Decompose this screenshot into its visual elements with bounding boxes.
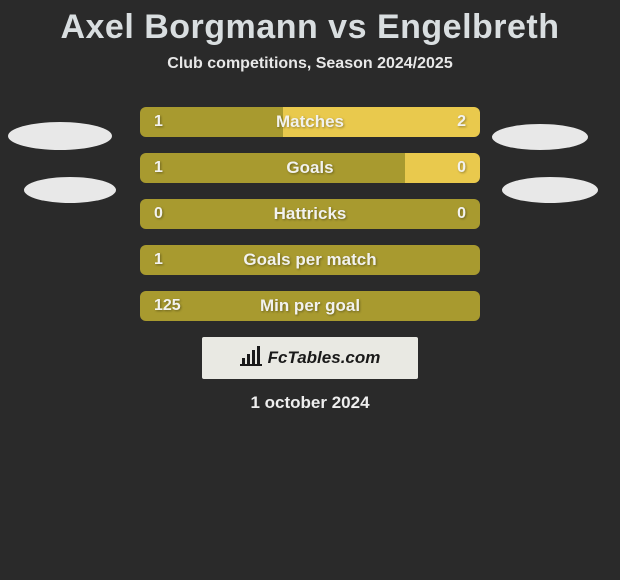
stat-bar-left	[140, 153, 405, 183]
stat-bar-left	[140, 199, 480, 229]
stat-bar-right	[283, 107, 480, 137]
decorative-ellipse	[502, 177, 598, 203]
stat-bar-left-value: 125	[154, 297, 181, 315]
logo-text: FcTables.com	[268, 348, 381, 368]
stat-bar-left-value: 1	[154, 159, 163, 177]
comparison-title: Axel Borgmann vs Engelbreth	[0, 0, 620, 47]
stat-bar-row: Goals10	[140, 153, 480, 183]
stat-bar-left	[140, 245, 480, 275]
stat-bar-row: Hattricks00	[140, 199, 480, 229]
stat-bar-row: Goals per match1	[140, 245, 480, 275]
stat-bar-row: Min per goal125	[140, 291, 480, 321]
stat-bar-row: Matches12	[140, 107, 480, 137]
stat-bar-left	[140, 291, 480, 321]
comparison-subtitle: Club competitions, Season 2024/2025	[0, 55, 620, 73]
decorative-ellipse	[24, 177, 116, 203]
stat-bar-right-value: 0	[457, 205, 466, 223]
decorative-ellipse	[492, 124, 588, 150]
decorative-ellipse	[8, 122, 112, 150]
stat-bar-right-value: 2	[457, 113, 466, 131]
stat-bar-right	[405, 153, 480, 183]
stat-bar-left-value: 1	[154, 251, 163, 269]
logo-box: FcTables.com	[202, 337, 418, 379]
stat-bar-left-value: 0	[154, 205, 163, 223]
bars-chart-icon	[240, 346, 262, 371]
stat-bar-right-value: 0	[457, 159, 466, 177]
stat-bar-left-value: 1	[154, 113, 163, 131]
date-line: 1 october 2024	[0, 393, 620, 413]
